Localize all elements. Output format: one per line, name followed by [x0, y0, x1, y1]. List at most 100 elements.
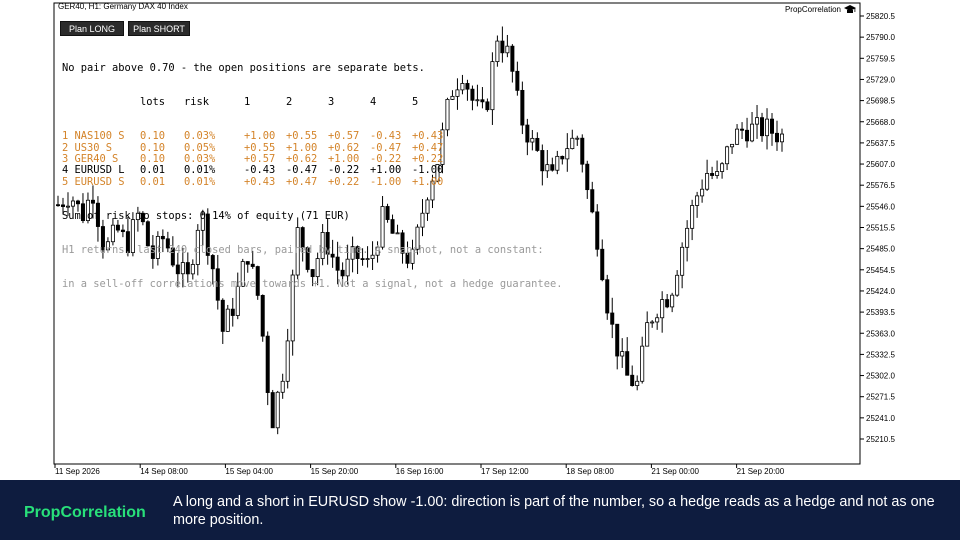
- y-tick-label: 25698.5: [866, 97, 895, 106]
- candle: [770, 113, 775, 146]
- candle: [260, 294, 265, 342]
- candle: [720, 162, 725, 179]
- candle: [715, 160, 720, 179]
- candle: [400, 229, 405, 264]
- candle: [575, 135, 580, 146]
- candle: [130, 212, 135, 257]
- y-tick-label: 25759.5: [866, 54, 895, 63]
- correlation-value: +0.55: [244, 141, 276, 154]
- candle: [200, 209, 205, 246]
- candle: [545, 149, 550, 178]
- position-name: 3 GER40 S: [62, 153, 119, 165]
- y-tick-label: 25271.5: [866, 393, 895, 402]
- candle: [480, 87, 485, 109]
- candle: [255, 265, 260, 300]
- candle: [105, 237, 110, 253]
- candle: [135, 206, 140, 232]
- header-col-1: 1: [244, 96, 251, 109]
- candle: [705, 159, 710, 191]
- candle: [355, 245, 360, 275]
- plan-long-button[interactable]: Plan LONG: [60, 21, 124, 36]
- y-tick-label: 25576.5: [866, 181, 895, 190]
- candle: [390, 214, 395, 234]
- x-tick-label: 21 Sep 20:00: [737, 467, 785, 476]
- candle: [120, 224, 125, 238]
- candle: [275, 390, 280, 435]
- graduation-cap-icon: [844, 5, 856, 13]
- correlation-value: -0.47: [370, 141, 402, 154]
- candle: [270, 389, 275, 429]
- candle: [455, 78, 460, 110]
- candle: [180, 247, 185, 288]
- correlation-value: -0.22: [328, 164, 360, 177]
- candle: [775, 120, 780, 151]
- matrix-header: lots risk 1 2 3 4 5: [62, 96, 562, 109]
- matrix-row: 5 EURUSD S 0.01 0.01% +0.43 +0.47 +0.22 -1.00 +…: [62, 175, 562, 188]
- position-name: 4 EURUSD L: [62, 164, 125, 177]
- candle: [315, 252, 320, 286]
- candle: [265, 331, 270, 406]
- y-tick-label: 25485.0: [866, 245, 895, 254]
- correlation-value: +1.00: [328, 153, 360, 165]
- candle: [300, 226, 305, 262]
- candle: [525, 118, 530, 156]
- candle: [56, 195, 61, 207]
- header-name: [62, 97, 140, 108]
- candlestick-chart[interactable]: 25820.5 25790.0 25759.5 25729.0 25698.5 25668…: [0, 0, 960, 480]
- position-risk: 0.03%: [184, 153, 216, 165]
- candle: [340, 262, 345, 288]
- candle: [750, 112, 755, 143]
- candle: [670, 292, 675, 313]
- candle: [430, 174, 435, 209]
- candle: [675, 270, 680, 297]
- candle: [580, 134, 585, 173]
- candle: [615, 323, 620, 370]
- candle: [690, 199, 695, 241]
- candle: [225, 304, 230, 332]
- y-tick-label: 25790.0: [866, 33, 895, 42]
- candle: [350, 236, 355, 273]
- correlation-value: +0.47: [286, 175, 318, 188]
- price-chart[interactable]: 25820.5 25790.0 25759.5 25729.0 25698.5 25668…: [0, 0, 960, 480]
- x-axis: 11 Sep 2026 14 Sep 08:00 15 Sep 04:00 15 Se…: [54, 464, 785, 476]
- candle: [570, 129, 575, 150]
- candle: [755, 104, 760, 139]
- x-tick-label: 14 Sep 08:00: [140, 467, 188, 476]
- note-line-2: in a sell-off correlations move towards …: [62, 278, 563, 291]
- x-tick-label: 17 Sep 12:00: [481, 467, 529, 476]
- candle: [445, 97, 450, 137]
- header-col-5: 5: [412, 96, 419, 109]
- correlation-value: +1.00: [286, 141, 318, 154]
- y-tick-label: 25607.0: [866, 160, 895, 169]
- correlation-value: +1.00: [370, 164, 402, 177]
- sum-of-risk: Sum of risk to stops: 0.14% of equity (7…: [62, 209, 350, 222]
- candle: [305, 246, 310, 273]
- header-risk: risk: [184, 96, 210, 109]
- position-risk: 0.01%: [184, 164, 216, 177]
- correlation-value: +0.22: [328, 175, 360, 188]
- correlation-value: +0.57: [244, 153, 276, 165]
- candle: [515, 61, 520, 96]
- candle: [115, 219, 120, 233]
- x-tick-label: 11 Sep 2026: [55, 467, 100, 476]
- candle: [150, 235, 155, 269]
- position-lots: 0.01: [140, 164, 166, 177]
- candle: [425, 197, 430, 221]
- candle: [450, 90, 455, 100]
- candle: [640, 336, 645, 384]
- y-tick-label: 25302.0: [866, 372, 895, 381]
- candle: [360, 248, 365, 266]
- y-tick-label: 25729.0: [866, 75, 895, 84]
- plan-short-button[interactable]: Plan SHORT: [128, 21, 190, 36]
- correlation-value: -0.22: [370, 153, 402, 165]
- correlation-value: -0.43: [244, 164, 276, 177]
- candle: [125, 216, 130, 257]
- candle: [780, 128, 785, 152]
- candle: [370, 241, 375, 271]
- candle: [605, 274, 610, 320]
- candle: [345, 244, 350, 285]
- candle: [530, 130, 535, 151]
- position-name: 1 NAS100 S: [62, 130, 125, 143]
- candle: [280, 373, 285, 399]
- position-name: 2 US30 S: [62, 141, 113, 154]
